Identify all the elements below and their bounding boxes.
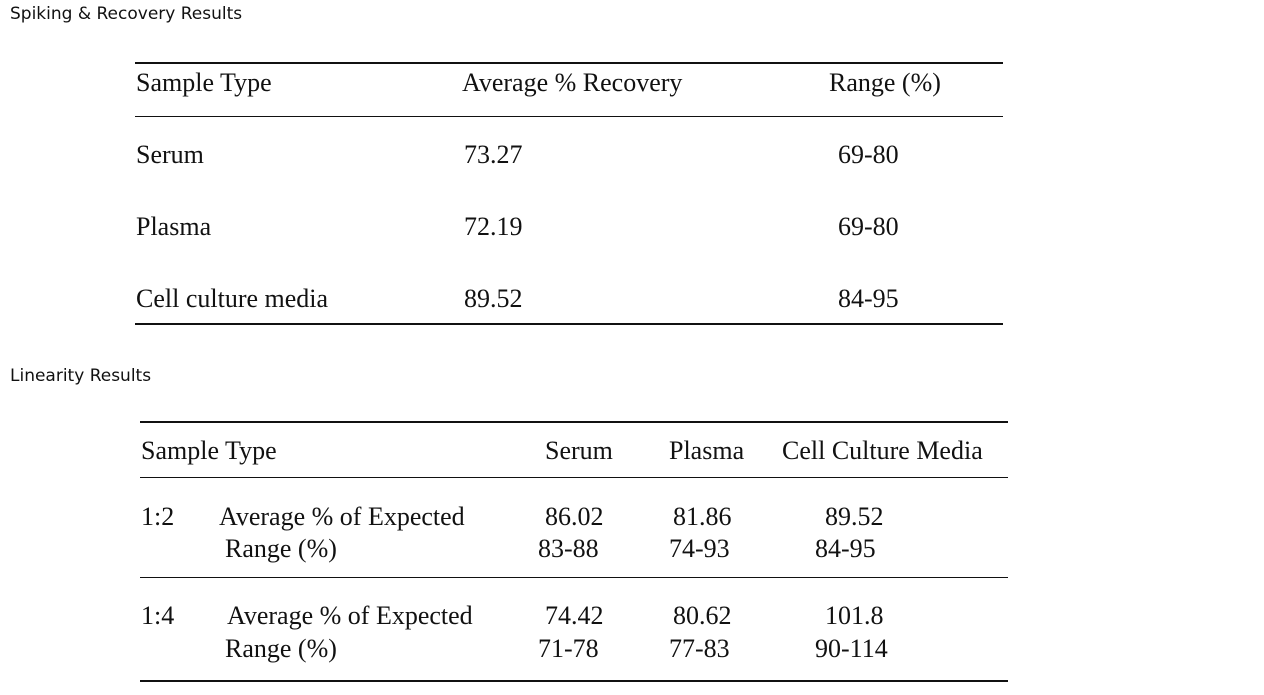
- linearity-serum-avg: 86.02: [545, 502, 604, 531]
- linearity-avg-label: Average % of Expected: [227, 601, 473, 630]
- linearity-range-label: Range (%): [225, 534, 337, 563]
- spiking-top-rule: [135, 62, 1003, 64]
- linearity-dilution: 1:4: [141, 601, 175, 630]
- linearity-ccm-range: 84-95: [815, 534, 876, 563]
- spiking-header-average-recovery: Average % Recovery: [462, 68, 683, 97]
- spiking-row-type: Serum: [136, 140, 204, 169]
- spiking-row-type: Cell culture media: [136, 284, 329, 313]
- spiking-header-range: Range (%): [829, 68, 941, 97]
- spiking-row-avg: 73.27: [464, 140, 523, 169]
- linearity-header-rule: [140, 477, 1008, 478]
- linearity-serum-avg: 74.42: [545, 601, 604, 630]
- linearity-range-label: Range (%): [225, 634, 337, 663]
- linearity-plasma-avg: 80.62: [673, 601, 732, 630]
- linearity-header-sample-type: Sample Type: [141, 436, 277, 465]
- spiking-row-range: 69-80: [838, 140, 899, 169]
- spiking-row-range: 84-95: [838, 284, 899, 313]
- linearity-header-serum: Serum: [545, 436, 613, 465]
- spiking-row-avg: 89.52: [464, 284, 523, 313]
- linearity-section-title: Linearity Results: [10, 366, 152, 386]
- linearity-top-rule: [140, 421, 1008, 423]
- linearity-serum-range: 83-88: [538, 534, 599, 563]
- spiking-row-type: Plasma: [136, 212, 212, 241]
- linearity-plasma-range: 74-93: [669, 534, 730, 563]
- linearity-plasma-range: 77-83: [669, 634, 730, 663]
- spiking-header-sample-type: Sample Type: [136, 68, 272, 97]
- linearity-avg-label: Average % of Expected: [219, 502, 465, 531]
- linearity-bottom-rule: [140, 680, 1008, 682]
- linearity-dilution: 1:2: [141, 502, 175, 531]
- linearity-ccm-avg: 89.52: [825, 502, 884, 531]
- linearity-ccm-avg: 101.8: [825, 601, 884, 630]
- spiking-header-rule: [135, 116, 1003, 117]
- spiking-bottom-rule: [135, 323, 1003, 325]
- linearity-header-cell-culture-media: Cell Culture Media: [782, 436, 983, 465]
- linearity-group-rule: [140, 577, 1008, 578]
- spiking-row-range: 69-80: [838, 212, 899, 241]
- spiking-section-title: Spiking & Recovery Results: [10, 4, 243, 24]
- linearity-header-plasma: Plasma: [669, 436, 745, 465]
- spiking-row-avg: 72.19: [464, 212, 523, 241]
- linearity-ccm-range: 90-114: [815, 634, 888, 663]
- linearity-serum-range: 71-78: [538, 634, 599, 663]
- linearity-plasma-avg: 81.86: [673, 502, 732, 531]
